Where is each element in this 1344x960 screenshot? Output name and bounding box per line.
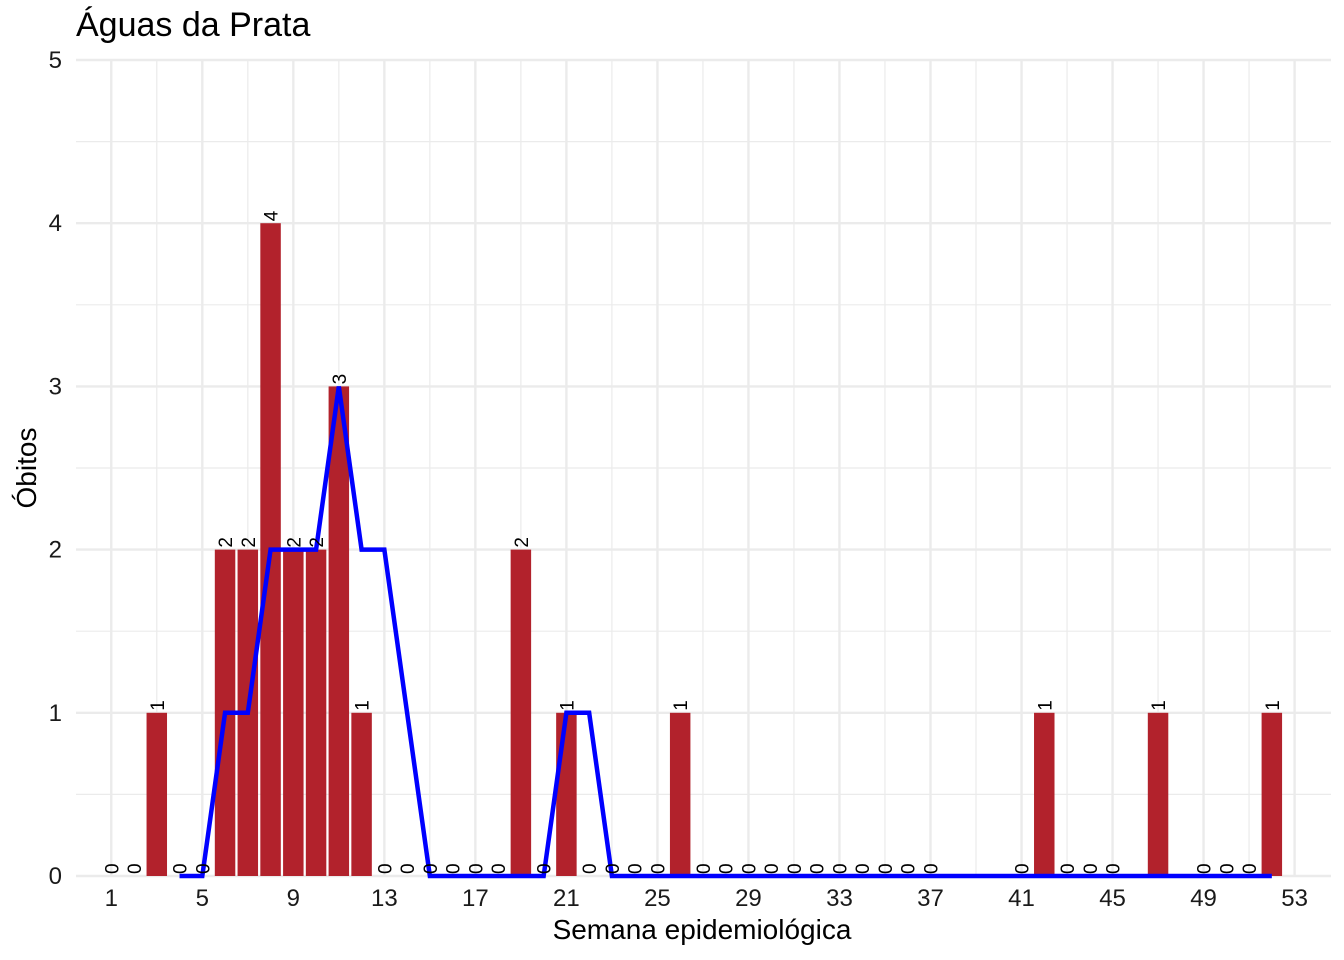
bar bbox=[305, 549, 327, 876]
y-axis-ticks: 0 1 2 3 4 5 bbox=[49, 47, 62, 890]
data-label: 1 bbox=[671, 700, 692, 711]
data-label: 0 bbox=[1081, 863, 1102, 874]
data-label: 0 bbox=[603, 863, 624, 874]
y-tick-label: 0 bbox=[49, 863, 62, 890]
data-label: 0 bbox=[717, 863, 738, 874]
data-label: 0 bbox=[535, 863, 556, 874]
bar bbox=[351, 712, 372, 876]
data-label: 2 bbox=[512, 537, 533, 548]
bar bbox=[669, 712, 691, 876]
x-tick-label: 33 bbox=[826, 885, 853, 912]
bar bbox=[1034, 712, 1055, 876]
data-label: 2 bbox=[284, 537, 305, 548]
x-tick-label: 37 bbox=[917, 885, 944, 912]
data-label: 1 bbox=[1263, 700, 1284, 711]
data-label: 0 bbox=[1104, 863, 1125, 874]
x-tick-label: 45 bbox=[1099, 885, 1126, 912]
bars bbox=[146, 223, 1283, 876]
x-tick-label: 21 bbox=[553, 885, 580, 912]
data-label: 0 bbox=[876, 863, 897, 874]
data-label: 0 bbox=[899, 863, 920, 874]
data-label: 0 bbox=[694, 863, 715, 874]
data-label: 4 bbox=[262, 210, 283, 221]
bar bbox=[510, 549, 532, 876]
data-label: 0 bbox=[375, 863, 396, 874]
x-tick-label: 53 bbox=[1281, 885, 1308, 912]
data-label: 2 bbox=[307, 537, 328, 548]
x-tick-label: 13 bbox=[371, 885, 398, 912]
data-label: 3 bbox=[330, 374, 351, 385]
chart-title: Águas da Prata bbox=[76, 6, 311, 44]
data-label: 0 bbox=[398, 863, 419, 874]
trend-line bbox=[179, 386, 1272, 879]
data-label: 2 bbox=[216, 537, 237, 548]
x-tick-label: 1 bbox=[105, 885, 118, 912]
bar bbox=[146, 712, 168, 876]
x-tick-label: 25 bbox=[644, 885, 671, 912]
data-label: 1 bbox=[557, 700, 578, 711]
x-tick-label: 5 bbox=[196, 885, 209, 912]
data-label: 1 bbox=[353, 700, 374, 711]
x-tick-label: 9 bbox=[287, 885, 300, 912]
data-label: 0 bbox=[739, 863, 760, 874]
data-label: 0 bbox=[125, 863, 146, 874]
y-tick-label: 4 bbox=[49, 210, 62, 237]
data-label: 1 bbox=[148, 700, 169, 711]
data-label: 0 bbox=[102, 863, 123, 874]
bar bbox=[1261, 712, 1283, 876]
data-label: 0 bbox=[444, 863, 465, 874]
y-tick-label: 3 bbox=[49, 373, 62, 400]
bar bbox=[283, 549, 304, 876]
data-label: 0 bbox=[466, 863, 487, 874]
data-label: 0 bbox=[193, 863, 214, 874]
data-label: 1 bbox=[1035, 700, 1056, 711]
y-axis-title: Óbitos bbox=[11, 428, 42, 509]
data-label: 0 bbox=[853, 863, 874, 874]
x-axis-ticks: 1 5 9 13 17 21 25 29 33 37 41 45 49 53 bbox=[105, 885, 1308, 912]
data-label: 0 bbox=[785, 863, 806, 874]
data-label: 0 bbox=[921, 863, 942, 874]
data-label: 0 bbox=[1013, 863, 1034, 874]
data-label: 0 bbox=[808, 863, 829, 874]
bar bbox=[328, 386, 350, 876]
data-label: 0 bbox=[762, 863, 783, 874]
data-label: 0 bbox=[421, 863, 442, 874]
bar bbox=[1147, 712, 1169, 876]
x-tick-label: 41 bbox=[1008, 885, 1035, 912]
data-label: 0 bbox=[1240, 863, 1261, 874]
x-axis-title: Semana epidemiológica bbox=[553, 914, 852, 945]
grid bbox=[76, 58, 1331, 878]
data-label: 0 bbox=[626, 863, 647, 874]
data-label: 0 bbox=[1195, 863, 1216, 874]
trend-line-path bbox=[179, 386, 1272, 879]
data-label: 2 bbox=[239, 537, 260, 548]
bar bbox=[556, 712, 577, 876]
x-tick-label: 49 bbox=[1190, 885, 1217, 912]
y-tick-label: 2 bbox=[49, 537, 62, 564]
data-label: 1 bbox=[1149, 700, 1170, 711]
data-label: 0 bbox=[171, 863, 192, 874]
x-tick-label: 29 bbox=[735, 885, 762, 912]
data-label: 0 bbox=[580, 863, 601, 874]
data-label: 0 bbox=[648, 863, 669, 874]
data-label: 0 bbox=[830, 863, 851, 874]
data-label: 0 bbox=[1217, 863, 1238, 874]
y-tick-label: 1 bbox=[49, 700, 62, 727]
data-label: 0 bbox=[489, 863, 510, 874]
x-tick-label: 17 bbox=[462, 885, 489, 912]
y-tick-label: 5 bbox=[49, 47, 62, 74]
data-label: 0 bbox=[1058, 863, 1079, 874]
